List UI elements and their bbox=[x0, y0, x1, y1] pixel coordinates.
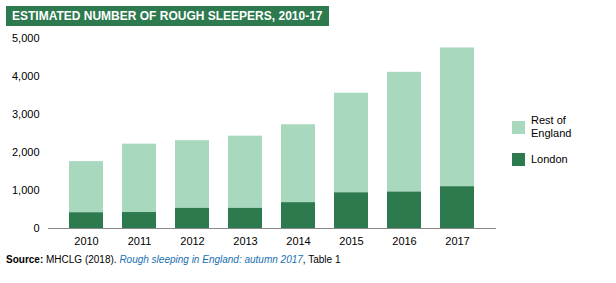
svg-text:2011: 2011 bbox=[128, 235, 152, 247]
svg-text:2,000: 2,000 bbox=[12, 146, 40, 158]
html-text:Source: MHCLG (2018). Rough sl: Source: MHCLG (2018). Rough sleeping in … bbox=[6, 254, 341, 265]
svg-text:2015: 2015 bbox=[339, 235, 363, 247]
svg-text:5,000: 5,000 bbox=[12, 32, 40, 44]
svg-text:2012: 2012 bbox=[180, 235, 204, 247]
svg-text:2016: 2016 bbox=[392, 235, 416, 247]
svg-text:2017: 2017 bbox=[445, 235, 469, 247]
svg-text:2014: 2014 bbox=[286, 235, 310, 247]
html-text:ESTIMATED NUMBER OF ROUGH SLEE: ESTIMATED NUMBER OF ROUGH SLEEPERS, 2010… bbox=[12, 9, 323, 23]
svg-text:1,000: 1,000 bbox=[12, 184, 40, 196]
svg-text:3,000: 3,000 bbox=[12, 108, 40, 120]
svg-text:4,000: 4,000 bbox=[12, 70, 40, 82]
svg-text:0: 0 bbox=[33, 222, 39, 234]
svg-text:2010: 2010 bbox=[74, 235, 98, 247]
html-text:Rest of England: Rest of England bbox=[531, 114, 572, 140]
html-text:London: London bbox=[531, 152, 568, 165]
svg-text:2013: 2013 bbox=[233, 235, 257, 247]
